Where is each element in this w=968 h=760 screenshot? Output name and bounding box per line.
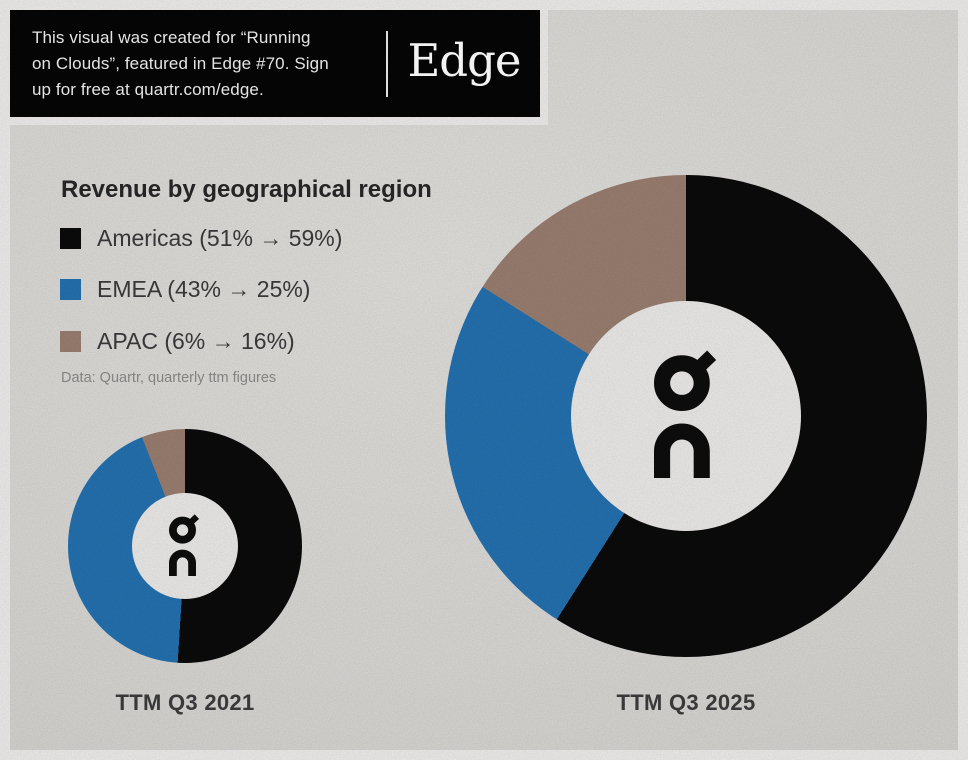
- chart-label-2025: TTM Q3 2025: [616, 690, 756, 715]
- edge-logo: Edge: [407, 34, 521, 87]
- donut-chart-2025: [445, 175, 927, 657]
- legend-item-emea: EMEA (43% → 25%): [60, 277, 310, 301]
- chart-title: Revenue by geographical region: [61, 176, 432, 203]
- donut-chart-2021: [68, 429, 302, 663]
- legend-swatch-apac: [60, 330, 81, 352]
- on-logo-icon: [169, 514, 200, 576]
- chart-label-2021: TTM Q3 2021: [115, 690, 255, 715]
- banner-text: This visual was created for “Running on …: [10, 25, 382, 103]
- donut-center-2025: [571, 301, 801, 531]
- banner-line: on Clouds”, featured in Edge #70. Sign: [32, 53, 329, 73]
- legend-item-americas: Americas (51% → 59%): [60, 226, 342, 250]
- edge-banner: This visual was created for “Running on …: [10, 10, 540, 117]
- on-logo-icon: [653, 350, 716, 478]
- legend-swatch-emea: [60, 278, 81, 300]
- legend-label: EMEA (43% → 25%): [97, 276, 311, 302]
- banner-line: This visual was created for “Running: [32, 27, 311, 47]
- data-source-note: Data: Quartr, quarterly ttm figures: [61, 370, 277, 386]
- legend-label: Americas (51% → 59%): [97, 225, 343, 251]
- legend-swatch-americas: [60, 227, 81, 249]
- donut-center-2021: [132, 493, 238, 599]
- legend-item-apac: APAC (6% → 16%): [60, 329, 295, 353]
- banner-divider: [386, 30, 388, 97]
- banner-line: up for free at quartr.com/edge.: [32, 79, 264, 99]
- legend-label: APAC (6% → 16%): [97, 328, 295, 354]
